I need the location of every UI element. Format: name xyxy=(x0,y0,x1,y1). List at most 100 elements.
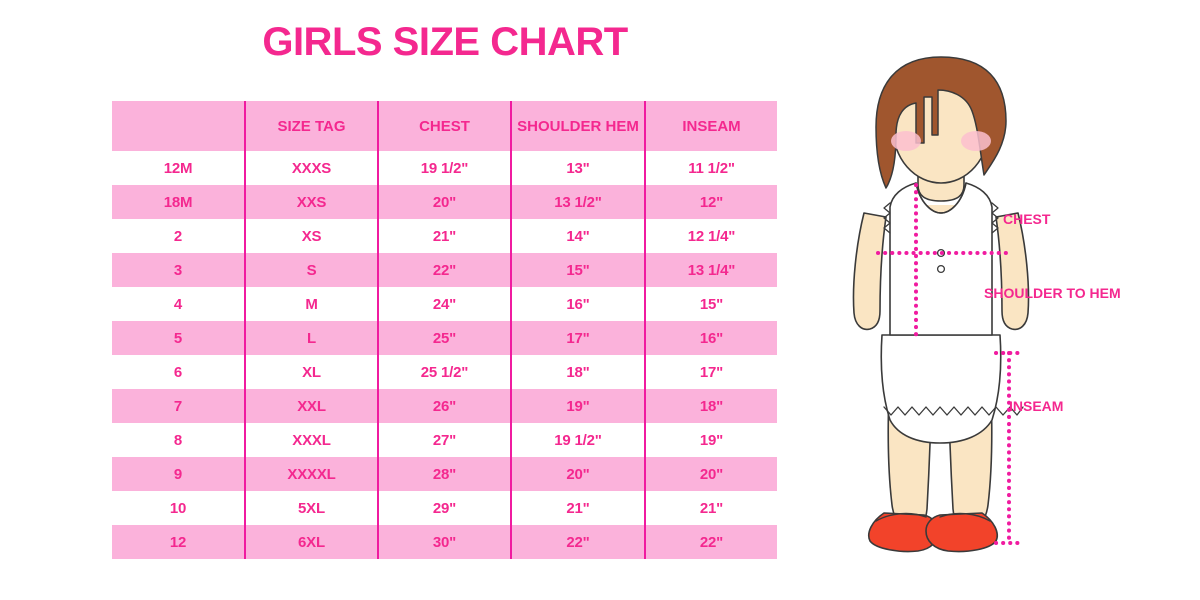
cell-chest: 25" xyxy=(378,321,512,355)
cell-inseam: 13 1/4" xyxy=(645,253,777,287)
table-header: SIZE TAG CHEST SHOULDER HEM INSEAM xyxy=(112,101,777,151)
cell-shoulder-hem: 16" xyxy=(511,287,646,321)
hair xyxy=(875,56,1007,189)
button-bottom xyxy=(936,264,946,274)
cell-inseam: 12" xyxy=(645,185,777,219)
cell-size-tag: XXXL xyxy=(245,423,379,457)
cell-chest: 27" xyxy=(378,423,512,457)
label-chest: CHEST xyxy=(1003,211,1051,227)
neckline xyxy=(915,182,967,214)
cell-size-tag: M xyxy=(245,287,379,321)
page-title: GIRLS SIZE CHART xyxy=(262,20,628,64)
cell-inseam: 20" xyxy=(645,457,777,491)
cell-inseam: 16" xyxy=(645,321,777,355)
cell-chest: 26" xyxy=(378,389,512,423)
cell-inseam: 22" xyxy=(645,525,777,559)
cell-inseam: 18" xyxy=(645,389,777,423)
right-shoe xyxy=(925,512,998,553)
cell-size: 12 xyxy=(112,525,246,559)
table-row: 9 XXXXL 28" 20" 20" xyxy=(112,457,777,491)
cell-inseam: 19" xyxy=(645,423,777,457)
table-row: 18M XXS 20" 13 1/2" 12" xyxy=(112,185,777,219)
cell-size-tag: L xyxy=(245,321,379,355)
cell-inseam: 21" xyxy=(645,491,777,525)
cell-size-tag: XXXS xyxy=(245,151,379,185)
cell-chest: 30" xyxy=(378,525,512,559)
cell-size: 3 xyxy=(112,253,246,287)
left-shoe-strap xyxy=(875,512,927,522)
cell-chest: 22" xyxy=(378,253,512,287)
column-header-shoulder-hem: SHOULDER HEM xyxy=(511,101,646,151)
cell-size: 12M xyxy=(112,151,246,185)
table-row: 12M XXXS 19 1/2" 13" 11 1/2" xyxy=(112,151,777,185)
cell-size: 7 xyxy=(112,389,246,423)
cell-shoulder-hem: 13" xyxy=(511,151,646,185)
size-chart-table: SIZE TAG CHEST SHOULDER HEM INSEAM 12M XX… xyxy=(112,101,777,559)
cell-inseam: 15" xyxy=(645,287,777,321)
skirt xyxy=(880,334,1002,444)
cell-shoulder-hem: 15" xyxy=(511,253,646,287)
cell-chest: 24" xyxy=(378,287,512,321)
right-cheek xyxy=(961,131,991,151)
girl-illustration xyxy=(820,35,1200,575)
cell-chest: 19 1/2" xyxy=(378,151,512,185)
cell-size: 10 xyxy=(112,491,246,525)
table-row: 4 M 24" 16" 15" xyxy=(112,287,777,321)
cell-size: 9 xyxy=(112,457,246,491)
column-header-size xyxy=(112,101,246,151)
cell-chest: 28" xyxy=(378,457,512,491)
right-sleeve-ruffle xyxy=(991,202,999,234)
cell-size-tag: 5XL xyxy=(245,491,379,525)
skirt-ruffle xyxy=(883,406,1024,416)
cell-chest: 29" xyxy=(378,491,512,525)
label-shoulder-to-hem: SHOULDER TO HEM xyxy=(984,285,1121,301)
cell-size-tag: XXL xyxy=(245,389,379,423)
cell-size: 5 xyxy=(112,321,246,355)
left-arm xyxy=(852,212,887,331)
cell-size-tag: XL xyxy=(245,355,379,389)
column-header-size-tag: SIZE TAG xyxy=(245,101,379,151)
cell-shoulder-hem: 22" xyxy=(511,525,646,559)
cell-inseam: 12 1/4" xyxy=(645,219,777,253)
cell-size: 2 xyxy=(112,219,246,253)
label-inseam: INSEAM xyxy=(1009,398,1064,414)
left-sleeve-ruffle xyxy=(883,202,891,234)
cell-chest: 20" xyxy=(378,185,512,219)
cell-size: 8 xyxy=(112,423,246,457)
right-shoe-strap xyxy=(939,512,991,522)
cell-shoulder-hem: 19 1/2" xyxy=(511,423,646,457)
table-row: 8 XXXL 27" 19 1/2" 19" xyxy=(112,423,777,457)
table-row: 10 5XL 29" 21" 21" xyxy=(112,491,777,525)
column-header-inseam: INSEAM xyxy=(645,101,777,151)
table-body: 12M XXXS 19 1/2" 13" 11 1/2" 18M XXS 20" 13 1/2"… xyxy=(112,151,777,559)
right-arm xyxy=(995,212,1030,331)
table-row: 6 XL 25 1/2" 18" 17" xyxy=(112,355,777,389)
cell-size-tag: XXXXL xyxy=(245,457,379,491)
cell-chest: 21" xyxy=(378,219,512,253)
cell-chest: 25 1/2" xyxy=(378,355,512,389)
cell-inseam: 11 1/2" xyxy=(645,151,777,185)
column-header-chest: CHEST xyxy=(378,101,512,151)
cell-size-tag: S xyxy=(245,253,379,287)
cell-size: 4 xyxy=(112,287,246,321)
cell-shoulder-hem: 13 1/2" xyxy=(511,185,646,219)
cell-shoulder-hem: 19" xyxy=(511,389,646,423)
table-row: 3 S 22" 15" 13 1/4" xyxy=(112,253,777,287)
table-row: 12 6XL 30" 22" 22" xyxy=(112,525,777,559)
cell-inseam: 17" xyxy=(645,355,777,389)
table-row: 2 XS 21" 14" 12 1/4" xyxy=(112,219,777,253)
left-cheek xyxy=(891,131,921,151)
cell-size-tag: XXS xyxy=(245,185,379,219)
cell-size: 6 xyxy=(112,355,246,389)
cell-size-tag: XS xyxy=(245,219,379,253)
cell-shoulder-hem: 18" xyxy=(511,355,646,389)
cell-size: 18M xyxy=(112,185,246,219)
table-header-row: SIZE TAG CHEST SHOULDER HEM INSEAM xyxy=(112,101,777,151)
cell-shoulder-hem: 17" xyxy=(511,321,646,355)
table-row: 5 L 25" 17" 16" xyxy=(112,321,777,355)
cell-shoulder-hem: 20" xyxy=(511,457,646,491)
cell-shoulder-hem: 21" xyxy=(511,491,646,525)
cell-size-tag: 6XL xyxy=(245,525,379,559)
table-row: 7 XXL 26" 19" 18" xyxy=(112,389,777,423)
cell-shoulder-hem: 14" xyxy=(511,219,646,253)
